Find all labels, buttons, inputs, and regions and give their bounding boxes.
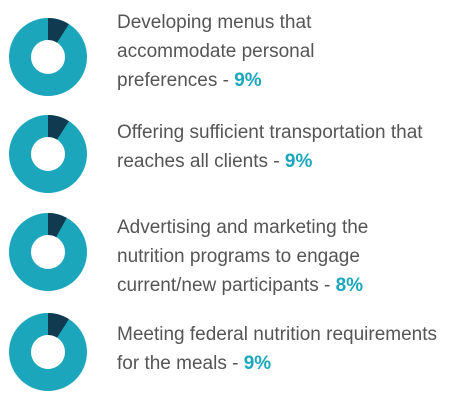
item-label: Offering sufficient transportation that …: [117, 118, 462, 176]
item-percent: 9%: [234, 70, 262, 91]
donut-slice: [48, 18, 69, 43]
item-label: Meeting federal nutrition requirements f…: [117, 320, 462, 378]
donut-chart: [9, 213, 87, 291]
item-percent: 9%: [243, 353, 272, 374]
item-title: Offering sufficient transportation that …: [117, 122, 423, 172]
item-title: Developing menus that accommodate person…: [117, 12, 315, 91]
item-label: Developing menus that accommodate person…: [117, 8, 407, 95]
donut-chart: [9, 115, 87, 193]
donut-chart: [9, 313, 87, 391]
donut-slice: [48, 313, 69, 338]
item-label: Advertising and marketing the nutrition …: [117, 213, 427, 300]
item-title: Advertising and marketing the nutrition …: [117, 217, 369, 296]
item-percent: 8%: [335, 275, 364, 296]
donut-slice: [48, 115, 69, 140]
item-title: Meeting federal nutrition requirements f…: [117, 324, 438, 374]
donut-slice: [48, 213, 67, 238]
item-percent: 9%: [284, 151, 313, 172]
donut-chart: [9, 18, 87, 96]
